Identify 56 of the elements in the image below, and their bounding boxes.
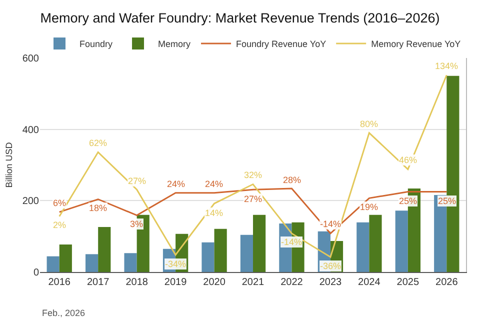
data-label: 24% — [167, 179, 186, 189]
data-label: 18% — [89, 203, 108, 213]
data-label: 80% — [360, 119, 378, 129]
x-tick-label: 2019 — [164, 277, 188, 288]
bar — [202, 242, 214, 272]
x-tick-label: 2024 — [358, 277, 381, 288]
x-tick-label: 2018 — [126, 277, 148, 288]
data-label: -36% — [320, 261, 342, 271]
data-label: 46% — [399, 155, 418, 165]
legend-label: Foundry — [80, 39, 114, 50]
data-label: -14% — [320, 219, 342, 229]
bar — [98, 227, 111, 272]
data-label: 3% — [130, 219, 144, 229]
data-label: -34% — [165, 259, 186, 269]
data-label: -14% — [281, 237, 302, 247]
x-tick-label: 2021 — [242, 277, 265, 288]
data-label: 28% — [283, 175, 302, 185]
bar — [124, 253, 137, 272]
data-label: 32% — [244, 170, 262, 180]
x-tick-label: 2020 — [203, 277, 226, 288]
x-tick-label: 2016 — [48, 277, 71, 288]
y-tick-label: 600 — [22, 54, 40, 64]
data-label: 134% — [435, 61, 458, 71]
x-tick-label: 2026 — [436, 277, 458, 288]
x-tick-label: 2023 — [319, 277, 342, 288]
data-label: 27% — [128, 176, 146, 186]
bar — [369, 214, 382, 272]
bar — [59, 244, 72, 272]
bar — [356, 222, 370, 272]
data-label: 6% — [53, 198, 66, 208]
x-tick-label: 2022 — [280, 277, 304, 288]
data-label: 62% — [89, 138, 108, 148]
chart-title: Memory and Wafer Foundry: Market Revenue Trends (2016–2026) — [40, 10, 440, 26]
data-label: 19% — [360, 202, 378, 212]
y-tick-label: 400 — [22, 124, 40, 136]
x-tick-label: 2025 — [396, 277, 420, 288]
data-label: 25% — [399, 196, 418, 206]
bar — [395, 210, 408, 272]
x-tick-label: 2017 — [86, 277, 110, 288]
bar — [253, 214, 266, 272]
bar — [86, 254, 98, 272]
y-tick-label: 0 — [33, 268, 40, 278]
legend-label: Foundry Revenue YoY — [236, 39, 326, 50]
legend-label: Memory Revenue YoY — [371, 39, 461, 50]
bar — [214, 228, 227, 272]
legend-label: Memory — [158, 39, 192, 50]
text: Feb., 2026 — [42, 308, 86, 318]
data-label: 14% — [205, 208, 224, 218]
bar — [46, 256, 60, 272]
y-axis-title: Billion USD — [4, 142, 14, 188]
y-tick-label: 200 — [22, 196, 40, 208]
data-label: 27% — [244, 194, 262, 204]
data-label: 25% — [438, 196, 456, 206]
data-label: 2% — [53, 220, 66, 230]
data-label: 24% — [205, 179, 224, 189]
bar — [240, 234, 253, 272]
